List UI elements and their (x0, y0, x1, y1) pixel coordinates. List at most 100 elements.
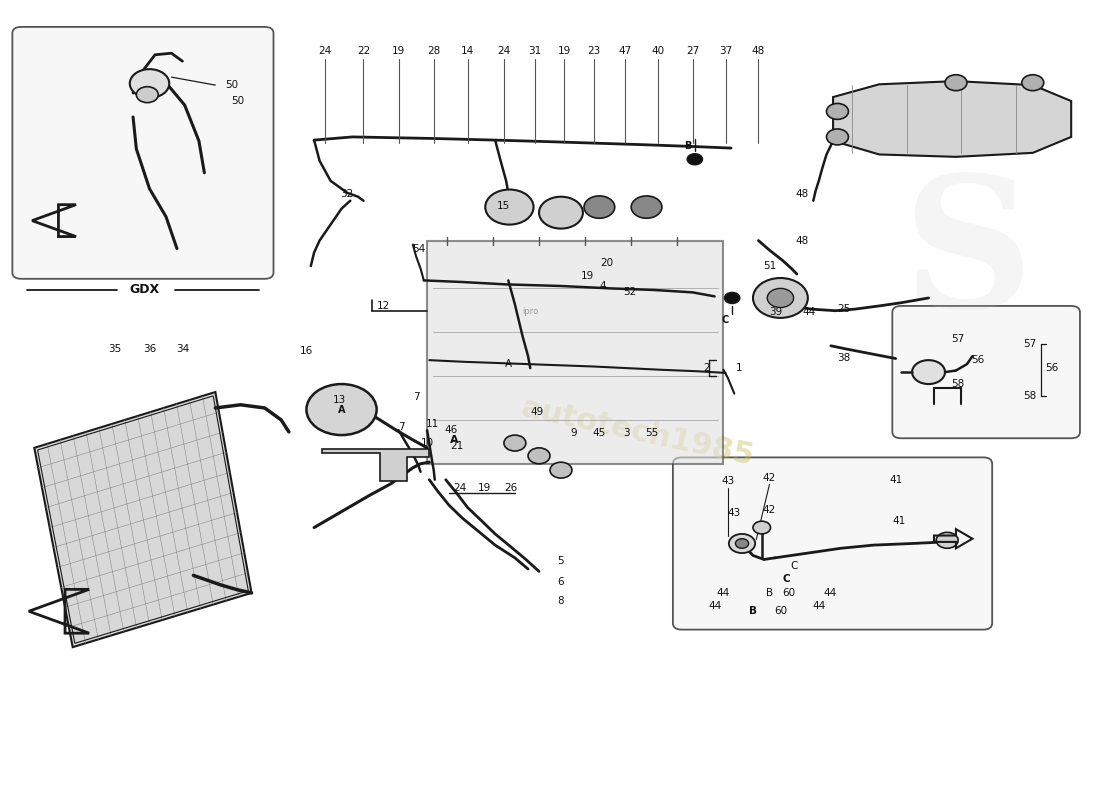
Text: 40: 40 (651, 46, 664, 56)
Polygon shape (833, 81, 1071, 157)
Text: 39: 39 (769, 307, 783, 318)
Text: 44: 44 (823, 588, 836, 598)
Text: 46: 46 (444, 426, 458, 435)
Circle shape (485, 190, 534, 225)
Text: 11: 11 (426, 419, 439, 429)
Text: 44: 44 (717, 588, 730, 598)
Text: 58: 58 (952, 379, 965, 389)
Circle shape (754, 278, 807, 318)
Circle shape (688, 154, 703, 165)
Text: 32: 32 (340, 190, 353, 199)
Text: 7: 7 (398, 422, 405, 432)
Circle shape (504, 435, 526, 451)
Text: B: B (749, 606, 757, 616)
Circle shape (1022, 74, 1044, 90)
FancyBboxPatch shape (427, 241, 724, 464)
Text: 7: 7 (412, 392, 419, 402)
FancyBboxPatch shape (673, 458, 992, 630)
Text: A: A (450, 435, 459, 445)
Circle shape (912, 360, 945, 384)
Text: 12: 12 (376, 301, 389, 311)
Text: 43: 43 (722, 476, 735, 486)
Text: 55: 55 (646, 429, 659, 438)
Circle shape (945, 74, 967, 90)
Text: 51: 51 (762, 261, 777, 271)
Text: 44: 44 (812, 601, 825, 610)
Polygon shape (322, 450, 429, 482)
Text: 10: 10 (420, 438, 433, 448)
Text: 14: 14 (461, 46, 474, 56)
Text: B: B (689, 156, 696, 166)
Text: 26: 26 (504, 482, 517, 493)
Circle shape (754, 521, 770, 534)
Text: B: B (766, 588, 773, 598)
Text: 38: 38 (837, 353, 850, 362)
Text: 8: 8 (558, 596, 564, 606)
Text: 52: 52 (624, 286, 637, 297)
Text: 28: 28 (427, 46, 440, 56)
Text: 27: 27 (686, 46, 700, 56)
Circle shape (826, 129, 848, 145)
Circle shape (130, 69, 169, 98)
Polygon shape (34, 392, 252, 647)
FancyBboxPatch shape (892, 306, 1080, 438)
Text: 44: 44 (708, 601, 722, 610)
Circle shape (307, 384, 376, 435)
Text: 50: 50 (226, 80, 239, 90)
Text: 2: 2 (704, 363, 711, 373)
Text: 1: 1 (736, 363, 743, 373)
Text: 45: 45 (593, 429, 606, 438)
Circle shape (584, 196, 615, 218)
Text: 41: 41 (892, 516, 905, 526)
Text: 42: 42 (762, 505, 777, 515)
Text: 57: 57 (952, 334, 965, 345)
Text: 48: 48 (795, 190, 808, 199)
Text: 16: 16 (300, 346, 313, 355)
Text: 19: 19 (581, 271, 594, 282)
Text: 37: 37 (719, 46, 733, 56)
Text: 25: 25 (837, 304, 850, 314)
Text: ipro: ipro (522, 307, 539, 317)
Circle shape (550, 462, 572, 478)
Text: 31: 31 (528, 46, 541, 56)
Text: 24: 24 (497, 46, 510, 56)
Text: 23: 23 (587, 46, 601, 56)
Text: 19: 19 (558, 46, 571, 56)
Circle shape (631, 196, 662, 218)
Circle shape (725, 292, 740, 303)
Text: A: A (338, 405, 345, 414)
Text: 42: 42 (762, 473, 777, 483)
Text: 6: 6 (558, 577, 564, 586)
Text: C: C (722, 315, 729, 326)
Text: 35: 35 (108, 344, 121, 354)
Circle shape (736, 538, 749, 548)
Text: 20: 20 (601, 258, 614, 268)
Text: 60: 60 (774, 606, 786, 616)
Text: 43: 43 (728, 508, 741, 518)
Text: C: C (790, 561, 798, 571)
Text: 56: 56 (1045, 363, 1058, 373)
Text: 56: 56 (971, 355, 984, 365)
Circle shape (528, 448, 550, 464)
Text: 24: 24 (453, 482, 466, 493)
Text: 36: 36 (143, 344, 156, 354)
Circle shape (936, 532, 958, 548)
Text: 19: 19 (477, 482, 491, 493)
Text: GDX: GDX (129, 283, 160, 297)
Text: 22: 22 (356, 46, 370, 56)
Circle shape (729, 534, 756, 553)
Text: B: B (684, 142, 692, 151)
Text: 19: 19 (392, 46, 405, 56)
Text: 13: 13 (332, 395, 346, 405)
Text: autotech1985: autotech1985 (518, 393, 757, 470)
Text: 54: 54 (411, 243, 425, 254)
Text: 48: 48 (751, 46, 766, 56)
Circle shape (539, 197, 583, 229)
Text: 3: 3 (624, 429, 630, 438)
Text: 50: 50 (231, 96, 244, 106)
Text: 49: 49 (530, 407, 543, 417)
Text: 58: 58 (1023, 391, 1036, 401)
Text: 41: 41 (889, 474, 902, 485)
Text: 48: 48 (795, 235, 808, 246)
Circle shape (826, 103, 848, 119)
